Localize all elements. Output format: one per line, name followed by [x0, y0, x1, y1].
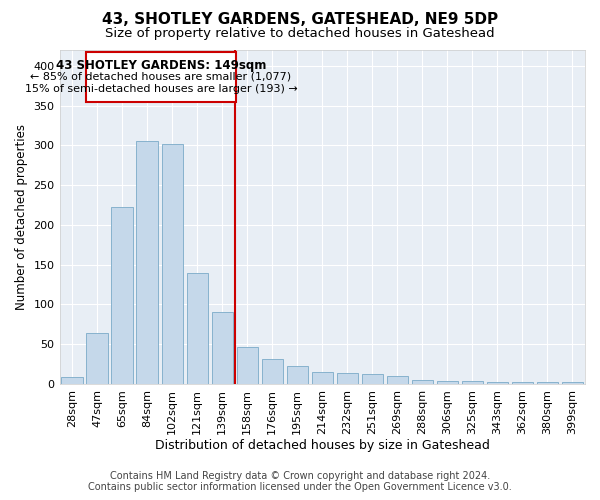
Text: ← 85% of detached houses are smaller (1,077): ← 85% of detached houses are smaller (1,…	[31, 72, 292, 82]
Bar	[287, 366, 308, 384]
Text: Contains HM Land Registry data © Crown copyright and database right 2024.
Contai: Contains HM Land Registry data © Crown c…	[88, 471, 512, 492]
Text: 43 SHOTLEY GARDENS: 149sqm: 43 SHOTLEY GARDENS: 149sqm	[56, 58, 266, 71]
Bar	[537, 382, 558, 384]
Text: Size of property relative to detached houses in Gateshead: Size of property relative to detached ho…	[105, 28, 495, 40]
Bar	[562, 382, 583, 384]
Bar	[187, 272, 208, 384]
Bar	[262, 358, 283, 384]
Y-axis label: Number of detached properties: Number of detached properties	[15, 124, 28, 310]
Bar	[362, 374, 383, 384]
FancyBboxPatch shape	[86, 52, 236, 102]
Bar	[212, 312, 233, 384]
Bar	[86, 333, 108, 384]
Bar	[311, 372, 333, 384]
Bar	[161, 144, 183, 384]
Bar	[512, 382, 533, 384]
Bar	[136, 142, 158, 384]
X-axis label: Distribution of detached houses by size in Gateshead: Distribution of detached houses by size …	[155, 440, 490, 452]
Text: 15% of semi-detached houses are larger (193) →: 15% of semi-detached houses are larger (…	[25, 84, 297, 94]
Bar	[387, 376, 408, 384]
Bar	[112, 208, 133, 384]
Text: 43, SHOTLEY GARDENS, GATESHEAD, NE9 5DP: 43, SHOTLEY GARDENS, GATESHEAD, NE9 5DP	[102, 12, 498, 28]
Bar	[412, 380, 433, 384]
Bar	[462, 381, 483, 384]
Bar	[437, 381, 458, 384]
Bar	[487, 382, 508, 384]
Bar	[236, 348, 258, 384]
Bar	[61, 377, 83, 384]
Bar	[337, 373, 358, 384]
